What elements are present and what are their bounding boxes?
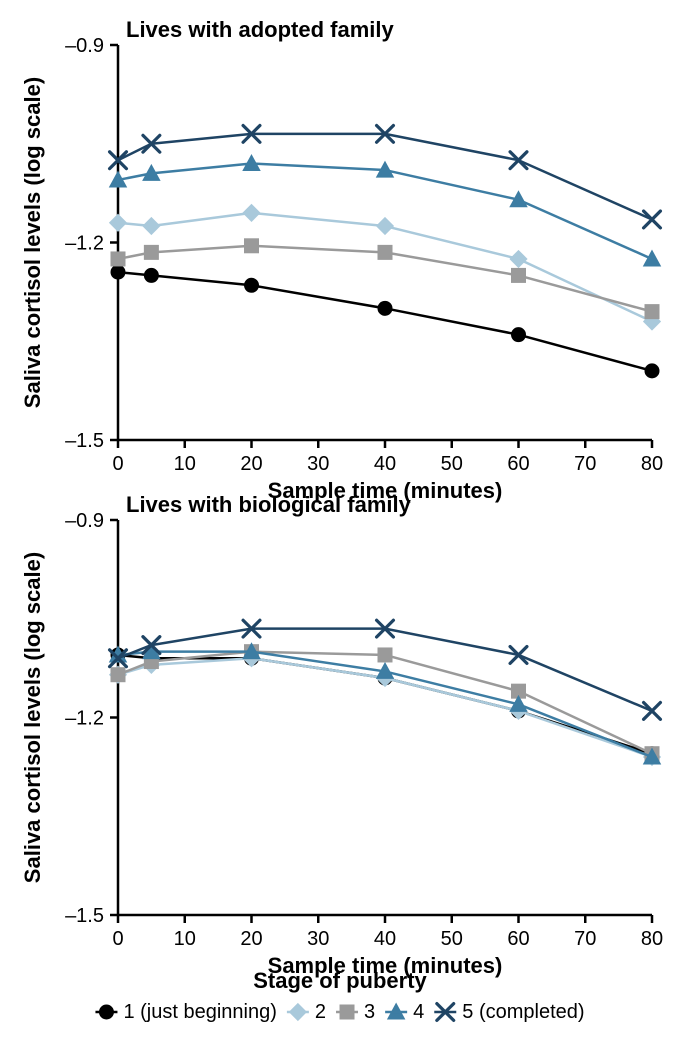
y-axis-label: Saliva cortisol levels (log scale) (20, 77, 45, 408)
x-tick-label: 30 (307, 453, 329, 475)
legend: Stage of puberty 1 (just beginning) 2 3 4 5 (… (95, 968, 584, 1023)
x-tick-label: 10 (174, 928, 196, 950)
x-tick-label: 0 (112, 928, 123, 950)
x-tick-label: 20 (240, 928, 262, 950)
x-tick-label: 60 (507, 928, 529, 950)
panel-adopted: 01020304050607080–1.5–1.2–0.9Sample time… (20, 17, 663, 503)
x-tick-label: 10 (174, 453, 196, 475)
y-tick-label: –0.9 (65, 510, 104, 532)
x-tick-label: 60 (507, 453, 529, 475)
y-tick-label: –1.2 (65, 708, 104, 730)
legend-item-label: 1 (just beginning) (123, 1001, 276, 1023)
legend-item-label: 4 (413, 1001, 424, 1023)
x-tick-label: 20 (240, 453, 262, 475)
x-tick-label: 40 (374, 928, 396, 950)
x-tick-label: 30 (307, 928, 329, 950)
panel-biological: 01020304050607080–1.5–1.2–0.9Sample time… (20, 492, 663, 978)
panel-title: Lives with adopted family (126, 17, 394, 42)
legend-item-label: 5 (completed) (462, 1001, 584, 1023)
y-axis-label: Saliva cortisol levels (log scale) (20, 552, 45, 883)
x-tick-label: 80 (641, 453, 663, 475)
series-line-stage-4 (118, 164, 652, 259)
y-tick-label: –0.9 (65, 35, 104, 57)
x-tick-label: 50 (441, 453, 463, 475)
y-tick-label: –1.5 (65, 905, 104, 927)
x-tick-label: 80 (641, 928, 663, 950)
legend-item-label: 2 (315, 1001, 326, 1023)
cortisol-charts: 01020304050607080–1.5–1.2–0.9Sample time… (0, 0, 680, 1056)
legend-item-label: 3 (364, 1001, 375, 1023)
legend-title: Stage of puberty (253, 968, 427, 993)
y-tick-label: –1.5 (65, 430, 104, 452)
x-tick-label: 70 (574, 453, 596, 475)
series-line-stage-1 (118, 272, 652, 371)
y-tick-label: –1.2 (65, 233, 104, 255)
x-tick-label: 50 (441, 928, 463, 950)
x-tick-label: 40 (374, 453, 396, 475)
x-tick-label: 70 (574, 928, 596, 950)
x-tick-label: 0 (112, 453, 123, 475)
panel-title: Lives with biological family (126, 492, 412, 517)
